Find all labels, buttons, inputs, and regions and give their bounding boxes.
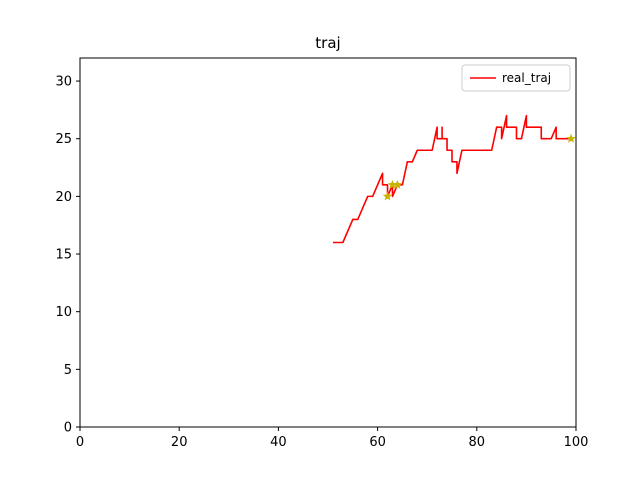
chart-title: traj <box>315 34 340 52</box>
x-tick-label: 0 <box>76 435 84 450</box>
star-marker <box>382 191 393 201</box>
plot-content <box>332 114 576 244</box>
legend: real_traj <box>461 64 571 92</box>
x-tick-label: 40 <box>270 435 287 450</box>
x-axis: 0 20 40 60 80 100 <box>76 427 589 450</box>
x-tick-label: 80 <box>469 435 486 450</box>
y-tick-label: 5 <box>64 363 72 378</box>
star-marker <box>566 133 576 143</box>
plot-area-frame <box>79 57 577 428</box>
y-tick-label: 20 <box>55 190 72 205</box>
x-tick-label: 100 <box>564 435 589 450</box>
series-line-real-traj <box>332 114 572 244</box>
y-tick-label: 15 <box>55 248 72 263</box>
y-tick-label: 25 <box>55 132 72 147</box>
y-tick-label: 10 <box>55 305 72 320</box>
y-tick-label: 30 <box>55 75 72 90</box>
x-tick-label: 20 <box>171 435 188 450</box>
legend-box <box>461 64 571 92</box>
star-marker <box>392 179 403 189</box>
star-marker <box>387 179 398 189</box>
x-tick-label: 60 <box>369 435 386 450</box>
y-tick-label: 0 <box>64 421 72 436</box>
legend-label: real_traj <box>502 71 551 85</box>
y-axis: 0 5 10 15 20 25 30 <box>55 75 80 436</box>
